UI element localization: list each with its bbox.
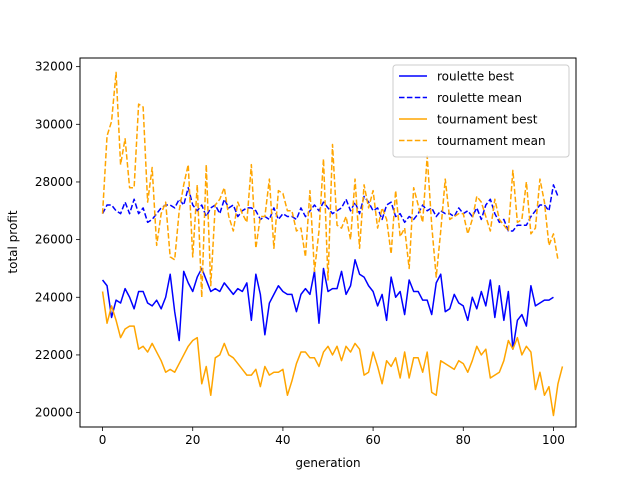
y-tick-label: 20000 [35,406,73,420]
y-tick-label: 24000 [35,290,73,304]
legend-label: tournament best [437,113,538,127]
y-tick-label: 26000 [35,233,73,247]
y-tick-label: 30000 [35,117,73,131]
plot-frame [79,57,577,428]
x-tick-label: 60 [365,433,380,447]
y-axis-ticks: 20000 22000 24000 26000 28000 30000 32000 [35,60,80,420]
y-tick-label: 28000 [35,175,73,189]
x-tick-label: 100 [542,433,565,447]
x-tick-label: 20 [185,433,200,447]
x-tick-label: 80 [456,433,471,447]
x-tick-label: 0 [99,433,107,447]
y-axis-label: total profit [6,210,20,273]
legend-label: roulette best [437,70,514,84]
series-line-roulette-best [101,259,554,350]
x-tick-label: 40 [275,433,290,447]
y-tick-label: 32000 [35,60,73,74]
series-line-tournament-mean [101,71,559,299]
legend-label: roulette mean [437,91,522,105]
legend: roulette best roulette mean tournament bes… [392,64,570,158]
x-axis-label: generation [295,456,360,470]
x-axis-ticks: 0 20 40 60 80 100 [99,427,565,447]
series-line-roulette-mean [101,184,559,232]
y-tick-label: 22000 [35,348,73,362]
plot-lines [101,71,564,417]
series-line-tournament-best [101,291,564,417]
legend-label: tournament mean [437,134,546,148]
legend-box [392,64,570,158]
